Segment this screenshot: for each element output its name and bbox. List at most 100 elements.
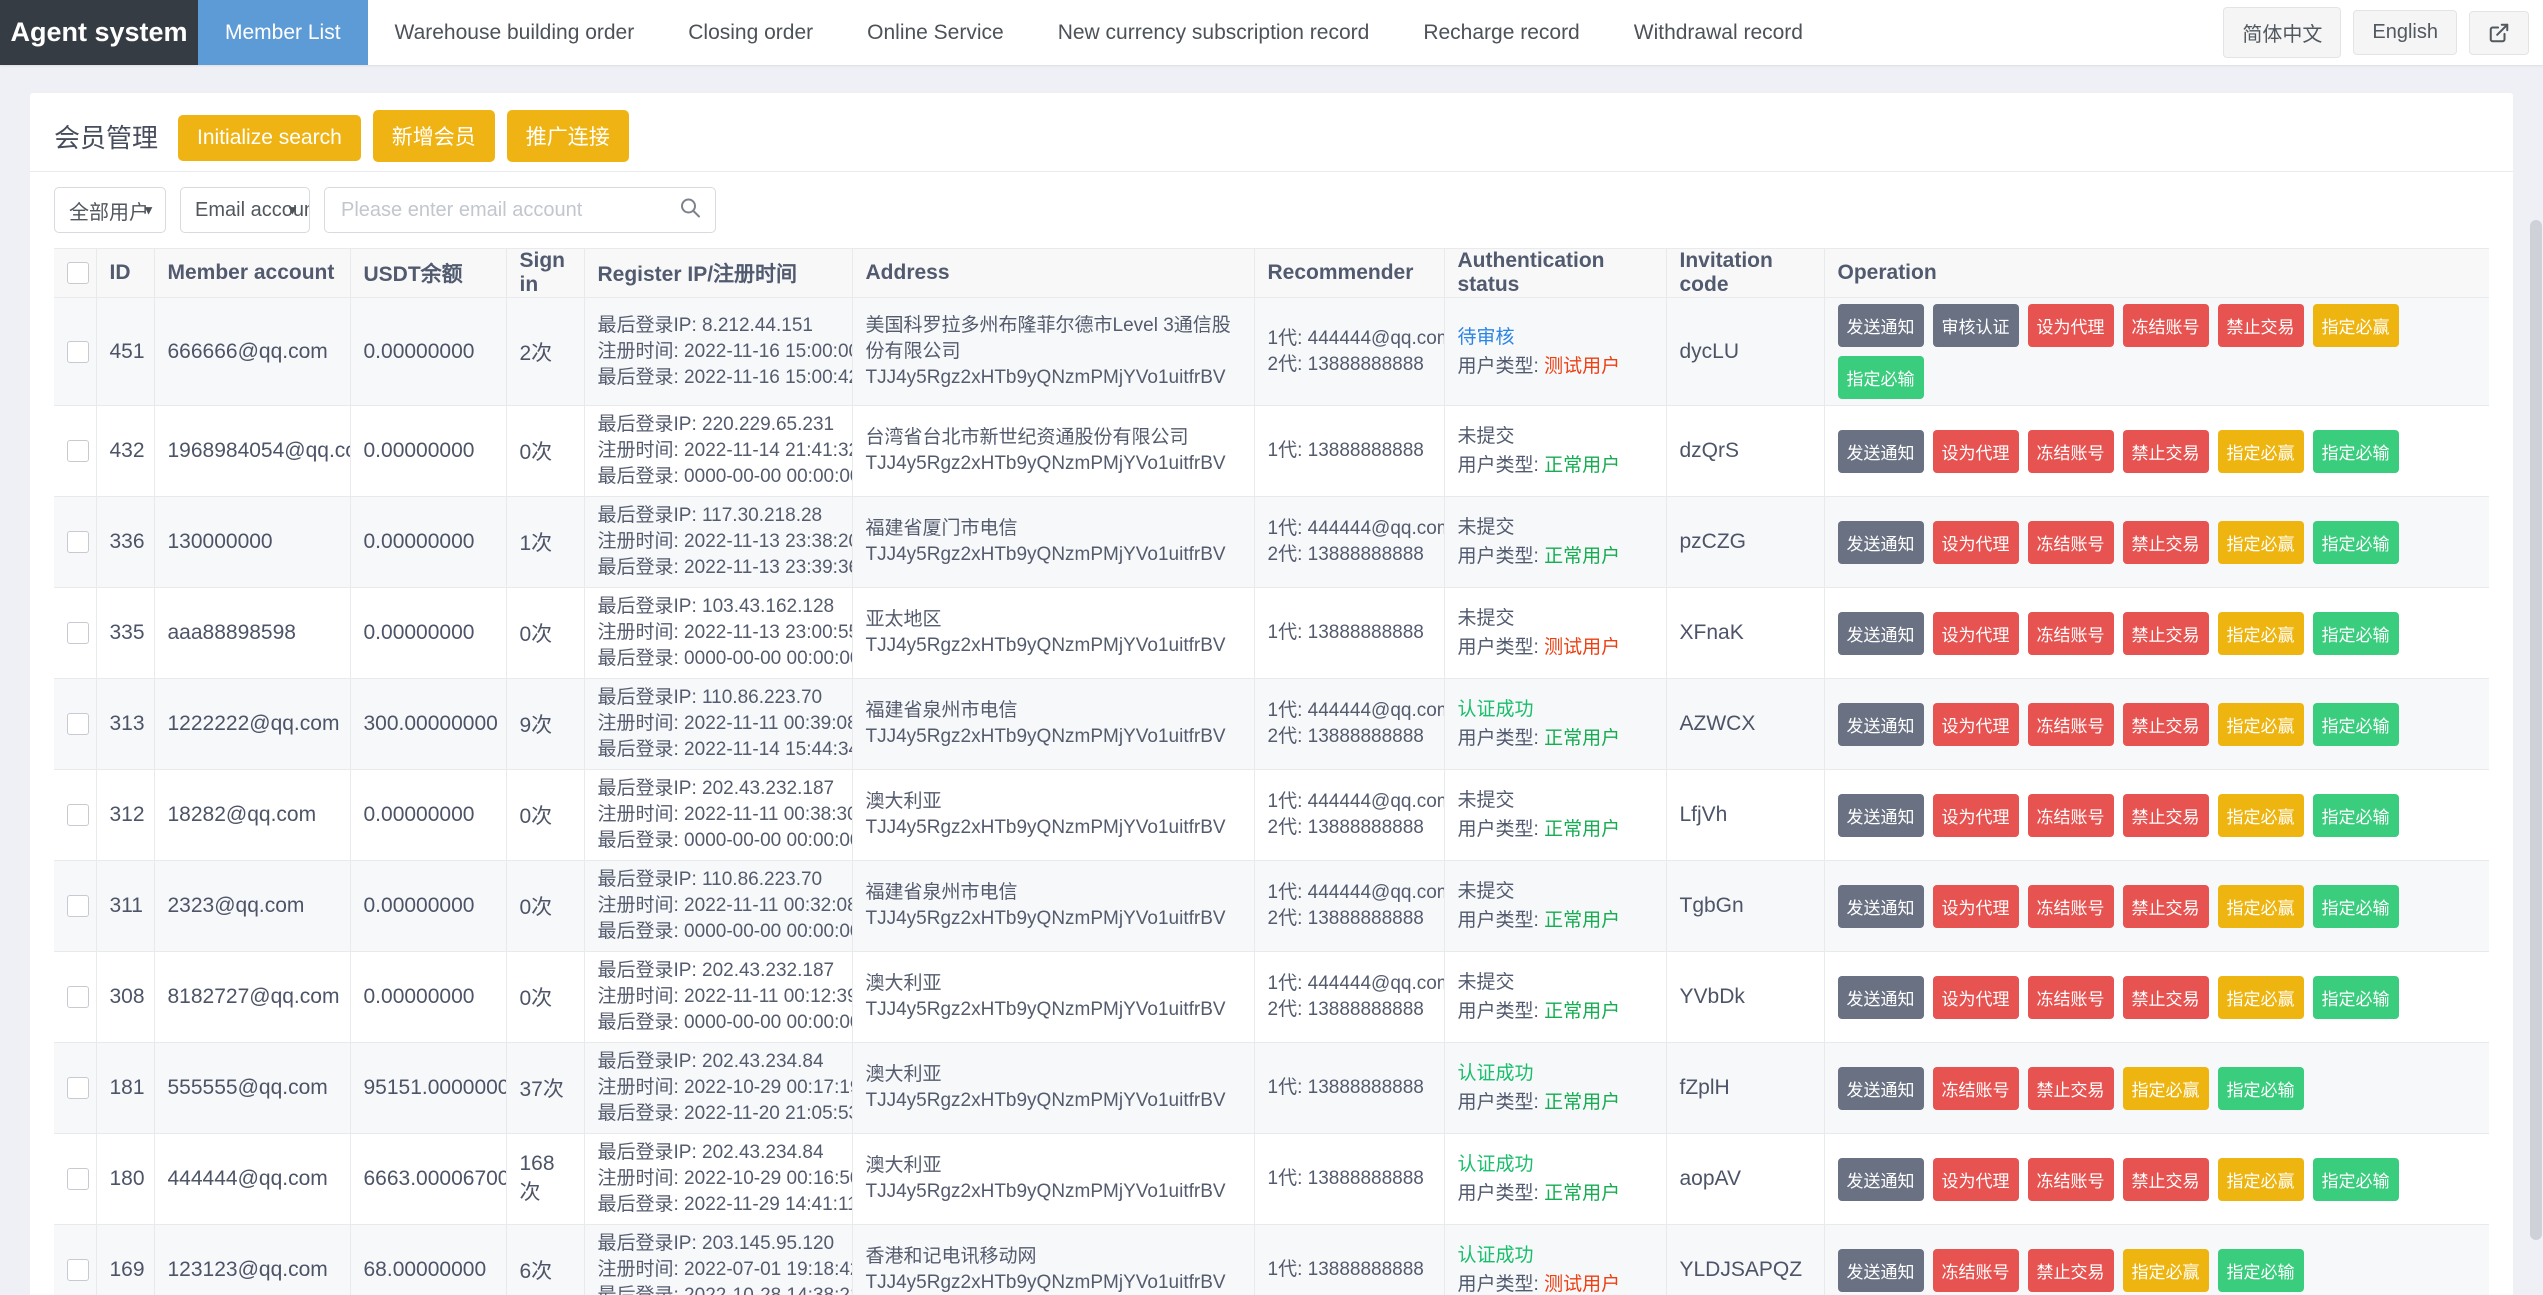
agent-op-button[interactable]: 设为代理 (2027, 304, 2114, 347)
win-op-button[interactable]: 指定必赢 (2122, 1066, 2209, 1110)
freeze-op-button[interactable]: 冻结账号 (2027, 611, 2114, 655)
search-field-select[interactable]: Email account ▼ (180, 187, 310, 233)
win-op-button[interactable]: 指定必赢 (2217, 429, 2304, 473)
ban-op-button[interactable]: 禁止交易 (2122, 611, 2209, 655)
row-checkbox[interactable] (67, 895, 89, 917)
action-button[interactable]: 新增会员 (372, 110, 495, 162)
lose-op-button[interactable]: 指定必输 (2312, 702, 2399, 746)
audit-op-button[interactable]: 审核认证 (1932, 304, 2019, 347)
user-type-select[interactable]: 全部用户 ▼ (54, 187, 166, 233)
notify-op-button[interactable]: 发送通知 (1837, 1248, 1924, 1292)
ban-op-button[interactable]: 禁止交易 (2122, 793, 2209, 837)
notify-op-button[interactable]: 发送通知 (1837, 611, 1924, 655)
ban-op-button[interactable]: 禁止交易 (2217, 304, 2304, 347)
member-id: 169 (95, 1224, 155, 1295)
nav-tab[interactable]: Warehouse building order (394, 20, 635, 44)
win-op-button[interactable]: 指定必赢 (2217, 520, 2304, 564)
win-op-button[interactable]: 指定必赢 (2217, 975, 2304, 1019)
notify-op-button[interactable]: 发送通知 (1837, 520, 1924, 564)
ban-op-button[interactable]: 禁止交易 (2122, 1157, 2209, 1201)
chevron-down-icon: ▼ (142, 202, 155, 218)
row-checkbox[interactable] (67, 440, 89, 462)
agent-op-button[interactable]: 设为代理 (1932, 520, 2019, 564)
lose-op-button[interactable]: 指定必输 (2312, 611, 2399, 655)
lang-zh-button[interactable]: 简体中文 (2223, 7, 2342, 58)
auth-status: 待审核 (1457, 326, 1515, 348)
row-checkbox[interactable] (67, 713, 89, 735)
win-op-button[interactable]: 指定必赢 (2217, 1157, 2304, 1201)
freeze-op-button[interactable]: 冻结账号 (2027, 975, 2114, 1019)
notify-op-button[interactable]: 发送通知 (1837, 429, 1924, 473)
lose-op-button[interactable]: 指定必输 (2312, 429, 2399, 473)
agent-op-button[interactable]: 设为代理 (1932, 884, 2019, 928)
ban-op-button[interactable]: 禁止交易 (2122, 429, 2209, 473)
action-button[interactable]: 推广连接 (506, 110, 629, 162)
lose-op-button[interactable]: 指定必输 (2217, 1248, 2304, 1292)
agent-op-button[interactable]: 设为代理 (1932, 429, 2019, 473)
nav-tab[interactable]: Closing order (688, 20, 814, 44)
win-op-button[interactable]: 指定必赢 (2217, 702, 2304, 746)
lose-op-button[interactable]: 指定必输 (2217, 1066, 2304, 1110)
lose-op-button[interactable]: 指定必输 (1837, 356, 1924, 399)
agent-op-button[interactable]: 设为代理 (1932, 793, 2019, 837)
search-input[interactable] (324, 187, 716, 233)
notify-op-button[interactable]: 发送通知 (1837, 1157, 1924, 1201)
search-icon[interactable] (678, 196, 702, 225)
nav-tab[interactable]: New currency subscription record (1057, 20, 1370, 44)
nav-tab[interactable]: Withdrawal record (1633, 20, 1803, 44)
row-checkbox[interactable] (67, 1168, 89, 1190)
win-op-button[interactable]: 指定必赢 (2217, 884, 2304, 928)
ban-op-button[interactable]: 禁止交易 (2122, 975, 2209, 1019)
row-checkbox[interactable] (67, 804, 89, 826)
freeze-op-button[interactable]: 冻结账号 (2027, 520, 2114, 564)
notify-op-button[interactable]: 发送通知 (1837, 1066, 1924, 1110)
freeze-op-button[interactable]: 冻结账号 (2122, 304, 2209, 347)
nav-tab[interactable]: Member List (198, 0, 368, 65)
row-checkbox[interactable] (67, 531, 89, 553)
row-checkbox[interactable] (67, 340, 89, 363)
agent-op-button[interactable]: 设为代理 (1932, 1157, 2019, 1201)
ban-op-button[interactable]: 禁止交易 (2122, 884, 2209, 928)
vertical-scrollbar[interactable] (2530, 220, 2542, 1240)
lose-op-button[interactable]: 指定必输 (2312, 793, 2399, 837)
nav-tab[interactable]: Recharge record (1423, 20, 1580, 44)
win-op-button[interactable]: 指定必赢 (2312, 304, 2399, 347)
win-op-button[interactable]: 指定必赢 (2217, 793, 2304, 837)
logout-button[interactable] (2469, 10, 2529, 55)
row-checkbox[interactable] (67, 1259, 89, 1281)
notify-op-button[interactable]: 发送通知 (1837, 793, 1924, 837)
ban-op-button[interactable]: 禁止交易 (2027, 1248, 2114, 1292)
win-op-button[interactable]: 指定必赢 (2122, 1248, 2209, 1292)
agent-op-button[interactable]: 设为代理 (1932, 702, 2019, 746)
freeze-op-button[interactable]: 冻结账号 (2027, 702, 2114, 746)
ban-op-button[interactable]: 禁止交易 (2122, 520, 2209, 564)
win-op-button[interactable]: 指定必赢 (2217, 611, 2304, 655)
ban-op-button[interactable]: 禁止交易 (2027, 1066, 2114, 1110)
select-all-checkbox[interactable] (67, 262, 89, 284)
row-checkbox[interactable] (67, 622, 89, 644)
freeze-op-button[interactable]: 冻结账号 (2027, 884, 2114, 928)
freeze-op-button[interactable]: 冻结账号 (2027, 1157, 2114, 1201)
row-checkbox[interactable] (67, 1077, 89, 1099)
action-button[interactable]: Initialize search (178, 115, 361, 161)
notify-op-button[interactable]: 发送通知 (1837, 304, 1924, 347)
notify-op-button[interactable]: 发送通知 (1837, 702, 1924, 746)
freeze-op-button[interactable]: 冻结账号 (1932, 1066, 2019, 1110)
freeze-op-button[interactable]: 冻结账号 (2027, 793, 2114, 837)
ban-op-button[interactable]: 禁止交易 (2122, 702, 2209, 746)
notify-op-button[interactable]: 发送通知 (1837, 975, 1924, 1019)
agent-op-button[interactable]: 设为代理 (1932, 975, 2019, 1019)
lose-op-button[interactable]: 指定必输 (2312, 884, 2399, 928)
invitation-code: YLDJSAPQZ (1665, 1224, 1825, 1295)
notify-op-button[interactable]: 发送通知 (1837, 884, 1924, 928)
freeze-op-button[interactable]: 冻结账号 (1932, 1248, 2019, 1292)
nav-tab[interactable]: Online Service (867, 20, 1004, 44)
lose-op-button[interactable]: 指定必输 (2312, 975, 2399, 1019)
recommender-line: 1代: 444444@qq.com (1267, 327, 1444, 349)
row-checkbox[interactable] (67, 986, 89, 1008)
lang-en-button[interactable]: English (2353, 10, 2457, 55)
freeze-op-button[interactable]: 冻结账号 (2027, 429, 2114, 473)
agent-op-button[interactable]: 设为代理 (1932, 611, 2019, 655)
lose-op-button[interactable]: 指定必输 (2312, 520, 2399, 564)
lose-op-button[interactable]: 指定必输 (2312, 1157, 2399, 1201)
